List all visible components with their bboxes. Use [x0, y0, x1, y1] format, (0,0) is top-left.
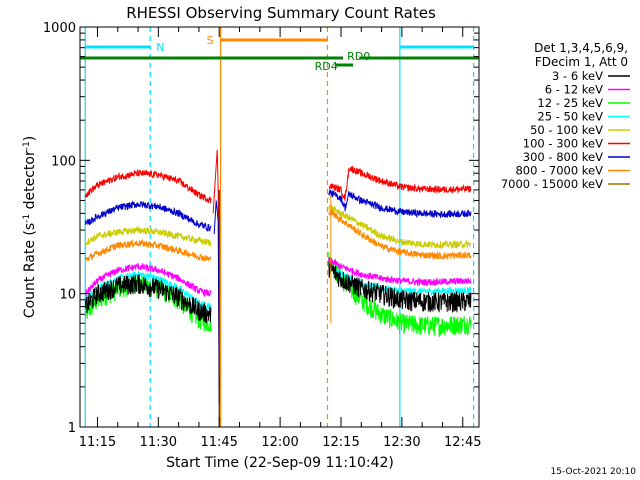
x-tick-label: 11:15 [79, 435, 116, 450]
x-tick-label: 12:45 [444, 435, 481, 450]
series-line-3-6kev-seg1 [84, 274, 212, 324]
flag-label-rd4: RD4 [315, 60, 338, 73]
legend-label: 50 - 100 keV [530, 123, 603, 137]
legend-label: 25 - 50 keV [537, 110, 603, 124]
x-axis: 11:15 11:30 11:45 12:00 12:15 12:30 12:45 [79, 27, 481, 450]
flare-spike-blue [213, 200, 220, 404]
x-tick-label: 11:30 [140, 435, 177, 450]
series-line-50-100kev-seg1 [84, 225, 212, 247]
y-label-superscript-2: -1 [22, 141, 32, 150]
plot-area [84, 27, 475, 427]
plot-frame [79, 26, 480, 428]
timestamp: 15-Oct-2021 20:10 [551, 467, 637, 477]
legend-label: 7000 - 15000 keV [501, 177, 603, 191]
series-line-100-300kev-seg2 [328, 165, 472, 201]
x-tick-label: 12:30 [383, 435, 420, 450]
legend-header-line-2: FDecim 1, Att 0 [535, 55, 628, 69]
legend-label: 6 - 12 keV [545, 83, 603, 97]
legend-label: 300 - 800 keV [523, 150, 603, 164]
flag-label-s: S [207, 34, 214, 47]
flag-label-n: N [156, 41, 164, 54]
series-line-800-7000kev-seg1 [84, 238, 212, 262]
series-line-50-100kev-seg2 [328, 204, 472, 250]
series-line-300-800kev-seg2 [328, 189, 472, 219]
y-axis: 1 10 100 1000 [43, 21, 479, 436]
legend-label: 100 - 300 keV [523, 137, 603, 151]
series-line-800-7000kev-seg2 [328, 209, 472, 261]
y-tick-label: 100 [51, 154, 76, 169]
x-tick-label: 11:45 [200, 435, 237, 450]
series-line-100-300kev-seg1 [84, 168, 212, 204]
series-line-6-12kev-seg2 [328, 256, 472, 287]
y-tick-label: 10 [59, 288, 76, 303]
series-line-300-800kev-seg1 [84, 200, 212, 233]
x-tick-label: 12:00 [261, 435, 298, 450]
legend-header-line-1: Det 1,3,4,5,6,9, [534, 41, 628, 55]
y-label-part-main: Count Rate (s [22, 223, 38, 318]
flag-bars: N S RD4 RD0 [80, 34, 479, 73]
legend-label: 12 - 25 keV [537, 96, 603, 110]
y-label-part-mid: detector [22, 150, 38, 214]
legend-label: 3 - 6 keV [552, 69, 603, 83]
y-axis-label: Count Rate (s-1 detector-1) [22, 136, 38, 318]
series-line-12-25kev-seg2 [328, 251, 472, 338]
y-label-part-end: ) [22, 136, 38, 141]
series-line-6-12kev-seg1 [85, 262, 212, 298]
legend: Det 1,3,4,5,6,9, FDecim 1, Att 0 3 - 6 k… [501, 41, 630, 191]
flag-label-rd0: RD0 [347, 50, 370, 63]
x-tick-label: 12:15 [322, 435, 359, 450]
y-tick-label: 1 [68, 421, 76, 436]
series-line-25-50kev-seg1 [84, 271, 212, 310]
legend-label: 800 - 7000 keV [515, 164, 603, 178]
y-label-superscript-1: -1 [22, 214, 32, 223]
x-axis-label: Start Time (22-Sep-09 11:10:42) [166, 455, 394, 471]
y-tick-label: 1000 [43, 21, 76, 36]
chart-title: RHESSI Observing Summary Count Rates [126, 4, 436, 22]
series-line-3-6kev-seg2 [328, 257, 472, 313]
